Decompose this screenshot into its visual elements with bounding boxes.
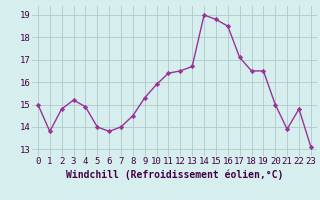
X-axis label: Windchill (Refroidissement éolien,°C): Windchill (Refroidissement éolien,°C) [66,169,283,180]
